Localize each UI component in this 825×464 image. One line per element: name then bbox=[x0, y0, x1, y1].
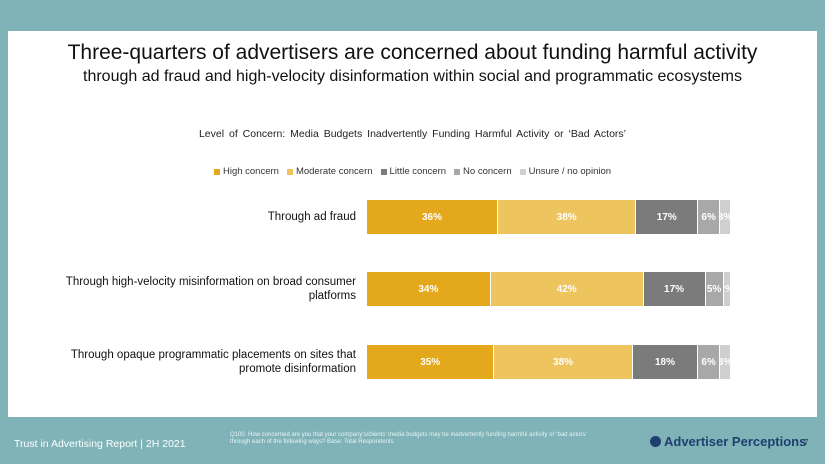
legend-swatch bbox=[519, 168, 526, 175]
bar-segment: 6% bbox=[698, 345, 721, 379]
legend-label: Unsure / no opinion bbox=[528, 166, 612, 177]
bar-segment: 6% bbox=[698, 200, 721, 234]
bar-segment: 5% bbox=[705, 272, 724, 306]
bar-segment: 3% bbox=[720, 200, 731, 234]
legend-item: High concern bbox=[213, 166, 279, 177]
legend-item: Moderate concern bbox=[286, 166, 373, 177]
bar-row: 35%38%18%6%3% bbox=[367, 345, 731, 379]
chart-legend: High concern Moderate concern Little conce… bbox=[0, 166, 825, 177]
legend-label: High concern bbox=[222, 166, 279, 177]
legend-swatch bbox=[380, 168, 387, 175]
bar-segment: 38% bbox=[494, 345, 633, 379]
legend-swatch bbox=[213, 168, 220, 175]
report-label: Trust in Advertising Report | 2H 2021 bbox=[14, 438, 186, 450]
legend-label: No concern bbox=[463, 166, 512, 177]
page-number: 7 bbox=[804, 438, 809, 447]
legend-item: No concern bbox=[454, 166, 512, 177]
bar-segment: 36% bbox=[367, 200, 499, 234]
category-label: Through high-velocity misinformation on … bbox=[65, 276, 356, 302]
bar-segment: 34% bbox=[367, 272, 491, 306]
bar-segment: 35% bbox=[367, 345, 495, 379]
legend-label: Little concern bbox=[389, 166, 447, 177]
bar-segment: 38% bbox=[498, 200, 637, 234]
category-label: Through opaque programmatic placements o… bbox=[70, 349, 356, 375]
brand-name: Advertiser Perceptions bbox=[664, 434, 807, 449]
legend-item: Little concern bbox=[380, 166, 447, 177]
bar-row: 36%38%17%6%3% bbox=[367, 200, 731, 234]
bar-segment: 42% bbox=[490, 272, 644, 306]
bar-segment: 17% bbox=[636, 200, 699, 234]
legend-label: Moderate concern bbox=[295, 166, 373, 177]
bar-segment: 17% bbox=[643, 272, 706, 306]
slide-subtitle: through ad fraud and high-velocity disin… bbox=[83, 68, 742, 85]
bar-segment: 18% bbox=[632, 345, 699, 379]
bar-segment: 2% bbox=[723, 272, 731, 306]
brand-globe-icon bbox=[650, 436, 661, 447]
bar-segment: 3% bbox=[720, 345, 731, 379]
brand-logo: Advertiser Perceptions bbox=[650, 434, 806, 449]
legend-swatch bbox=[454, 168, 461, 175]
legend-swatch bbox=[286, 168, 293, 175]
chart-title: Level of Concern: Media Budgets Inadvert… bbox=[198, 128, 627, 140]
footnote: Q100. How concerned are you that your co… bbox=[230, 432, 587, 445]
bar-row: 34%42%17%5%2% bbox=[367, 272, 731, 306]
slide-title: Three-quarters of advertisers are concer… bbox=[67, 41, 758, 64]
category-label: Through ad fraud bbox=[267, 211, 356, 223]
legend-item: Unsure / no opinion bbox=[519, 166, 612, 177]
